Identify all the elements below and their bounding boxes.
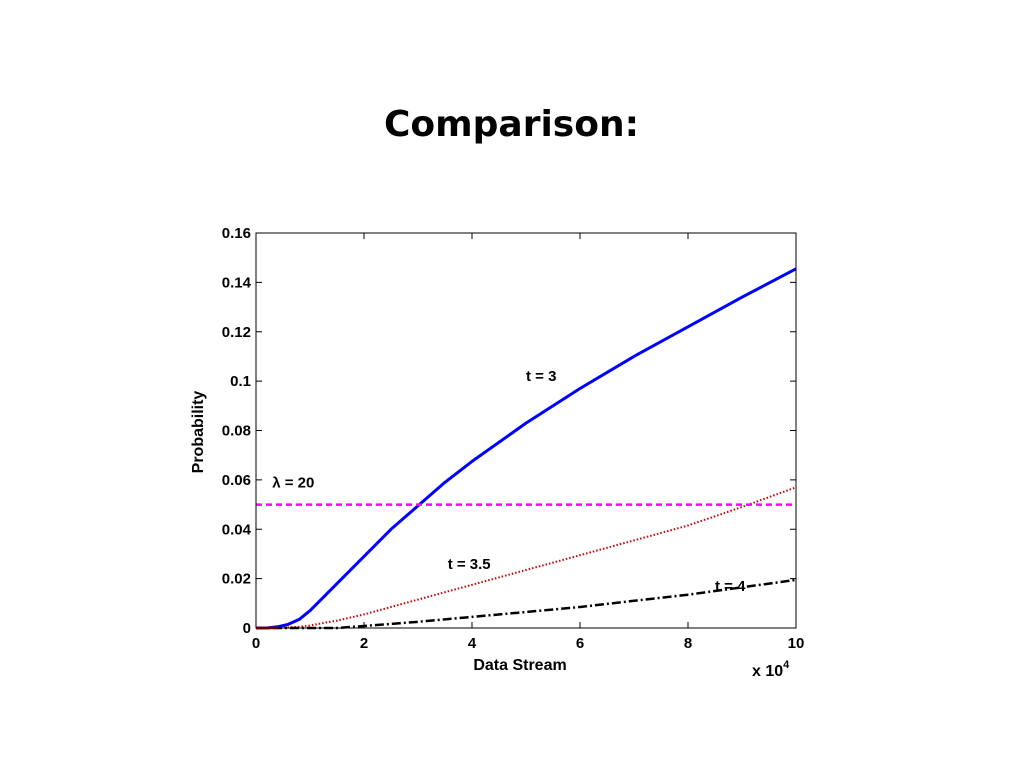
y-tick-label: 0: [243, 620, 251, 637]
x-tick-label: 6: [576, 635, 584, 652]
series-line-1: [256, 486, 797, 629]
y-tick-label: 0.12: [222, 324, 251, 341]
y-tick-label: 0.08: [222, 423, 251, 440]
y-tick-label: 0.16: [222, 225, 251, 242]
series-label-3: λ = 20: [272, 474, 314, 491]
x-tick-label: 2: [360, 635, 368, 652]
y-axis-title: Probability: [190, 391, 207, 474]
plot-frame: [255, 232, 797, 629]
y-tick-label: 0.04: [222, 521, 252, 538]
slide-title: Comparison:: [383, 104, 639, 145]
x-tick-label: 0: [252, 635, 260, 652]
x-axis-multiplier-exponent: 4: [783, 659, 790, 671]
series-label-0: t = 3: [526, 368, 556, 385]
labels-layer: 0 2 4 6 8 10 0 0.02 0.04 0.06 0.08 0.1 0.12 0.14 0.16 t…: [222, 225, 805, 652]
series-label-2: t = 4: [715, 578, 746, 595]
series-layer: [256, 267, 797, 630]
y-tick-label: 0.02: [222, 571, 251, 588]
x-tick-label: 8: [684, 635, 692, 652]
y-tick-label: 0.14: [222, 274, 252, 291]
series-line-0: [256, 267, 797, 630]
ticks-layer: [255, 232, 797, 629]
x-axis-multiplier-base: x 10: [752, 663, 783, 680]
y-tick-label: 0.06: [222, 472, 251, 489]
x-tick-label: 10: [788, 635, 805, 652]
series-label-1: t = 3.5: [448, 556, 491, 573]
y-tick-label: 0.1: [230, 373, 251, 390]
x-tick-label: 4: [468, 635, 477, 652]
x-axis-title: Data Stream: [473, 657, 566, 674]
x-axis-multiplier: x 104: [752, 659, 790, 680]
